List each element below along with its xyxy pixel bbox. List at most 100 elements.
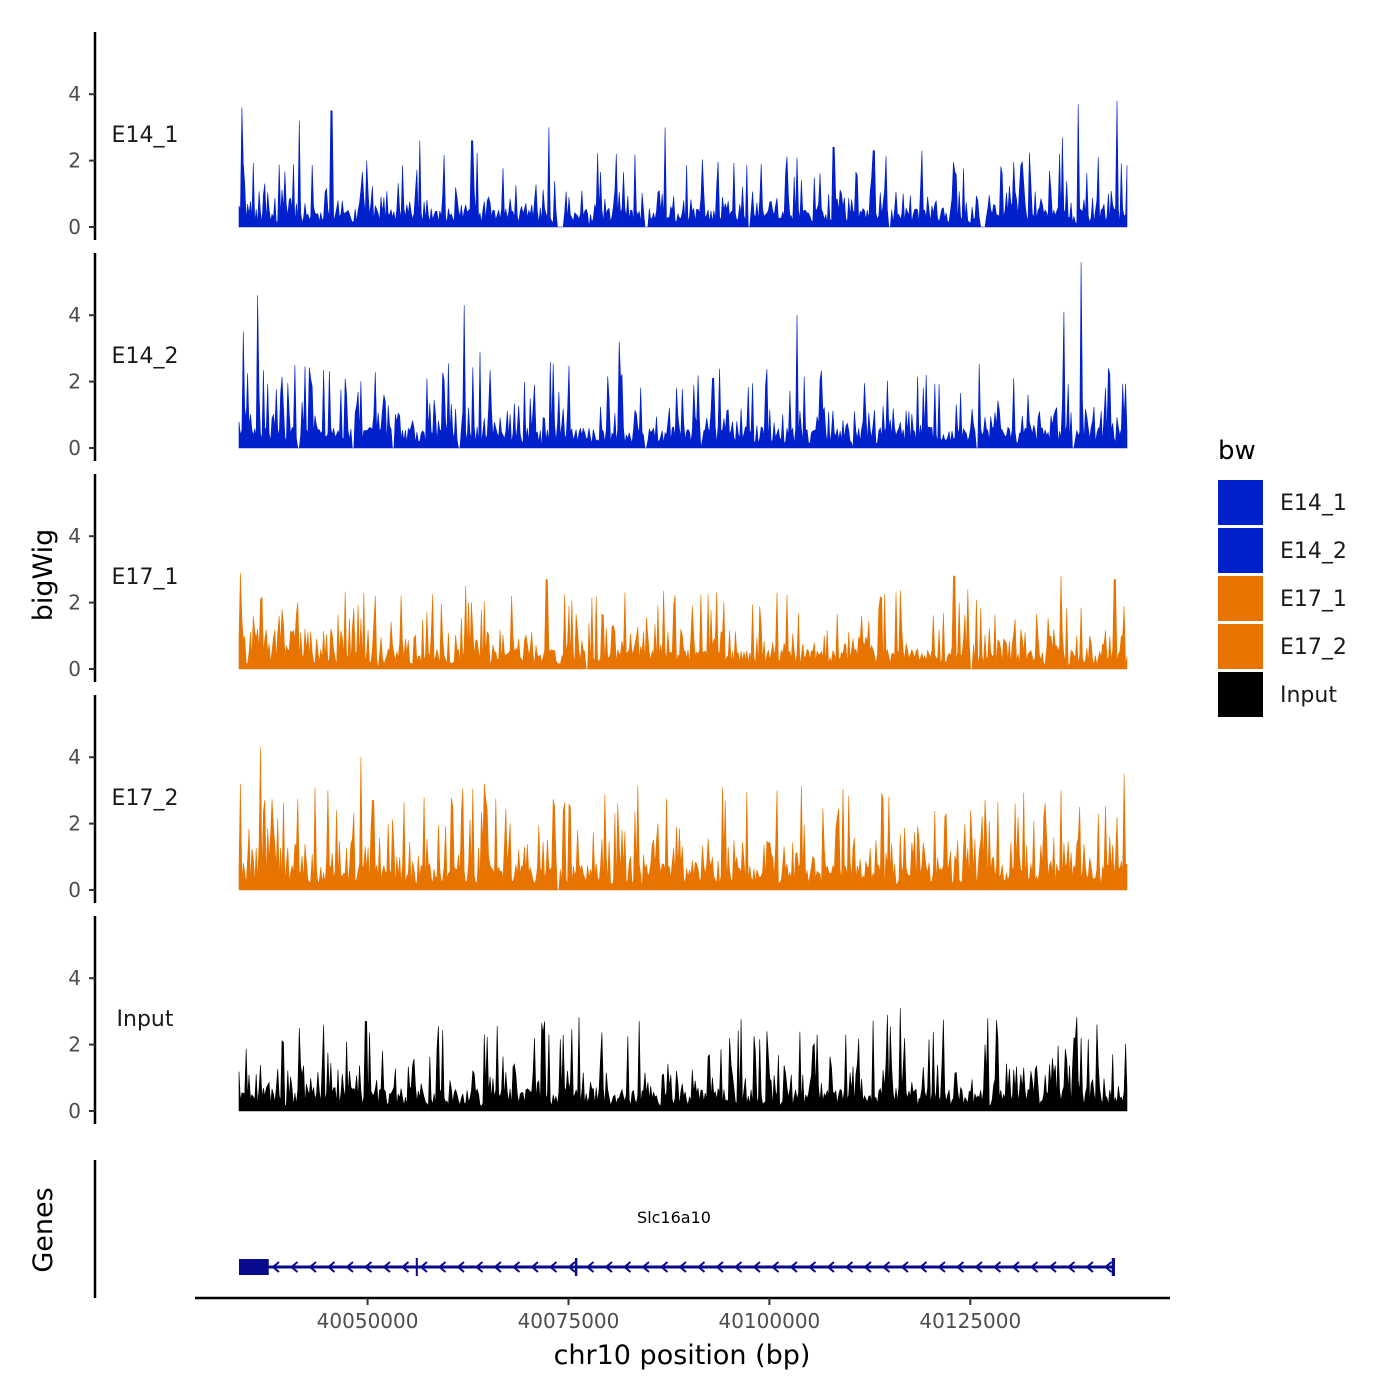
y-tick-label: 0 bbox=[68, 878, 81, 902]
track-e17-2: 0 2 4 E17_2 bbox=[68, 695, 1128, 903]
strand-chevron bbox=[659, 1261, 669, 1273]
coverage-area-e17-1 bbox=[238, 572, 1128, 670]
track-label: E17_2 bbox=[112, 786, 179, 811]
legend-entry-e14-1: E14_1 bbox=[1218, 480, 1347, 525]
x-tick-label: 40075000 bbox=[518, 1309, 620, 1333]
strand-chevron bbox=[493, 1261, 502, 1273]
strand-chevron bbox=[363, 1261, 373, 1273]
y-tick-label: 0 bbox=[68, 657, 81, 681]
legend-entry-e14-2: E14_2 bbox=[1218, 528, 1347, 573]
legend-label-e17-1: E17_1 bbox=[1280, 587, 1347, 612]
y-tick-label: 4 bbox=[68, 524, 81, 548]
strand-chevron bbox=[271, 1261, 280, 1273]
y-tick-label: 4 bbox=[68, 745, 81, 769]
legend-entry-e17-1: E17_1 bbox=[1218, 576, 1347, 621]
strand-chevron bbox=[770, 1261, 780, 1273]
genes-axis-title: Genes bbox=[28, 1187, 59, 1272]
strand-chevron bbox=[844, 1261, 854, 1273]
tracks-layer: 0 2 4 E14_1 0 2 4 E14_2 0 2 4 E17_1 0 2 4 E17_2 0 2 4 Input bbox=[68, 32, 1128, 1124]
strand-chevron bbox=[326, 1261, 336, 1273]
y-tick-label: 0 bbox=[68, 1099, 81, 1123]
strand-chevron bbox=[900, 1261, 909, 1273]
coverage-area-e17-2 bbox=[238, 747, 1128, 891]
track-e14-1: 0 2 4 E14_1 bbox=[68, 32, 1128, 240]
legend-entry-e17-2: E17_2 bbox=[1218, 624, 1347, 669]
strand-chevron bbox=[289, 1261, 299, 1273]
track-label: Input bbox=[117, 1007, 174, 1032]
x-tick-label: 40050000 bbox=[317, 1309, 419, 1333]
x-tick-label: 40125000 bbox=[919, 1309, 1021, 1333]
strand-chevron bbox=[752, 1261, 761, 1273]
legend-swatch-input bbox=[1218, 672, 1263, 717]
y-tick-label: 4 bbox=[68, 303, 81, 327]
legend-label-e14-2: E14_2 bbox=[1280, 539, 1347, 564]
strand-chevron bbox=[696, 1261, 706, 1273]
y-tick-label: 2 bbox=[68, 370, 81, 394]
strand-chevron bbox=[456, 1261, 465, 1273]
track-input: 0 2 4 Input bbox=[68, 916, 1128, 1124]
legend-label-input: Input bbox=[1280, 683, 1337, 708]
gene-exon bbox=[415, 1258, 418, 1276]
track-label: E14_2 bbox=[112, 344, 179, 369]
strand-chevron bbox=[1029, 1261, 1039, 1273]
strand-chevron bbox=[382, 1261, 391, 1273]
gene-exon bbox=[1111, 1258, 1115, 1276]
track-label: E17_1 bbox=[112, 565, 179, 590]
legend-swatch-e17-1 bbox=[1218, 576, 1263, 621]
y-tick-label: 4 bbox=[68, 966, 81, 990]
strand-chevron bbox=[474, 1261, 484, 1273]
x-axis-title: chr10 position (bp) bbox=[554, 1340, 811, 1371]
strand-chevron bbox=[881, 1261, 891, 1273]
strand-chevron bbox=[585, 1261, 595, 1273]
strand-chevron bbox=[1085, 1261, 1094, 1273]
legend-swatch-e14-1 bbox=[1218, 480, 1263, 525]
strand-chevron bbox=[974, 1261, 983, 1273]
coverage-area-e14-1 bbox=[238, 100, 1128, 228]
x-axis: 40050000 40075000 40100000 40125000 bbox=[195, 1296, 1170, 1333]
legend: bw E14_1 E14_2 E17_1 E17_2 Input bbox=[1218, 436, 1347, 717]
y-tick-label: 0 bbox=[68, 215, 81, 239]
y-tick-label: 2 bbox=[68, 1033, 81, 1057]
strand-chevron bbox=[733, 1261, 743, 1273]
x-tick-label: 40100000 bbox=[718, 1309, 820, 1333]
track-label: E14_1 bbox=[112, 123, 179, 148]
y-axis-title: bigWig bbox=[28, 529, 59, 622]
strand-chevron bbox=[918, 1261, 928, 1273]
strand-chevron bbox=[678, 1261, 687, 1273]
strand-chevron bbox=[1048, 1261, 1057, 1273]
y-tick-label: 2 bbox=[68, 812, 81, 836]
legend-swatch-e14-2 bbox=[1218, 528, 1263, 573]
strand-chevron bbox=[437, 1261, 447, 1273]
strand-chevron bbox=[1011, 1261, 1020, 1273]
strand-chevron bbox=[511, 1261, 521, 1273]
coverage-area-input bbox=[238, 1008, 1128, 1112]
y-tick-label: 2 bbox=[68, 591, 81, 615]
gene-name-label: Slc16a10 bbox=[637, 1208, 711, 1227]
strand-chevron bbox=[992, 1261, 1002, 1273]
strand-chevron bbox=[530, 1261, 539, 1273]
strand-chevron bbox=[937, 1261, 946, 1273]
strand-chevron bbox=[604, 1261, 613, 1273]
strand-chevron bbox=[345, 1261, 354, 1273]
strand-chevron bbox=[715, 1261, 724, 1273]
strand-chevron bbox=[419, 1261, 428, 1273]
legend-label-e17-2: E17_2 bbox=[1280, 635, 1347, 660]
y-tick-label: 2 bbox=[68, 149, 81, 173]
gene-exon bbox=[574, 1258, 578, 1276]
strand-chevron bbox=[641, 1261, 650, 1273]
strand-chevron bbox=[789, 1261, 798, 1273]
strand-chevron bbox=[548, 1261, 558, 1273]
strand-chevron bbox=[863, 1261, 872, 1273]
strand-chevron bbox=[1103, 1261, 1113, 1273]
y-tick-label: 4 bbox=[68, 82, 81, 106]
strand-chevron bbox=[567, 1261, 576, 1273]
track-e17-1: 0 2 4 E17_1 bbox=[68, 474, 1128, 682]
legend-title: bw bbox=[1218, 436, 1256, 466]
genes-panel bbox=[93, 1160, 1115, 1298]
y-tick-label: 0 bbox=[68, 436, 81, 460]
strand-chevron bbox=[400, 1261, 410, 1273]
legend-swatch-e17-2 bbox=[1218, 624, 1263, 669]
strand-chevron bbox=[1066, 1261, 1076, 1273]
coverage-area-e14-2 bbox=[238, 262, 1128, 449]
